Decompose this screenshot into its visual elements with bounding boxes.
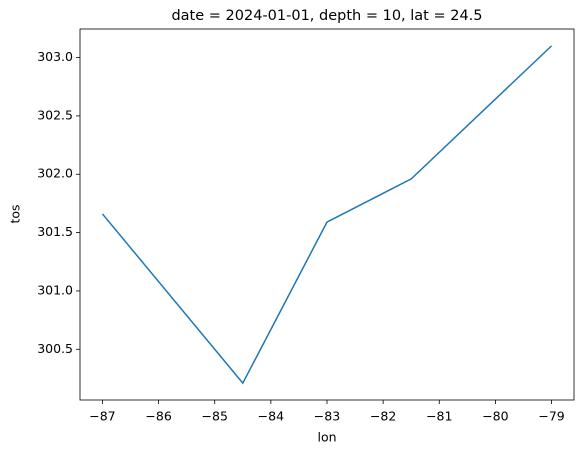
x-tick-label: −81 <box>426 409 452 424</box>
line <box>101 45 553 385</box>
x-tick-label: −85 <box>202 409 228 424</box>
y-tick-label: 301.0 <box>37 282 73 297</box>
y-axis-label: tos <box>8 204 23 223</box>
chart-title: date = 2024-01-01, depth = 10, lat = 24.… <box>171 8 482 24</box>
x-tick-label: −79 <box>538 409 564 424</box>
y-tick-label: 300.5 <box>37 341 73 356</box>
y-tick-label: 301.5 <box>37 224 73 239</box>
plot-frame <box>79 28 575 401</box>
x-tick-label: −80 <box>482 409 508 424</box>
x-axis-label: lon <box>317 430 336 445</box>
y-tick-label: 302.0 <box>37 166 73 181</box>
x-tick-label: −82 <box>370 409 396 424</box>
x-tick-label: −83 <box>314 409 340 424</box>
x-tick-label: −86 <box>145 409 171 424</box>
x-tick-label: −87 <box>89 409 115 424</box>
y-tick-label: 303.0 <box>37 49 73 64</box>
x-tick-label: −84 <box>258 409 284 424</box>
y-tick-label: 302.5 <box>37 107 73 122</box>
